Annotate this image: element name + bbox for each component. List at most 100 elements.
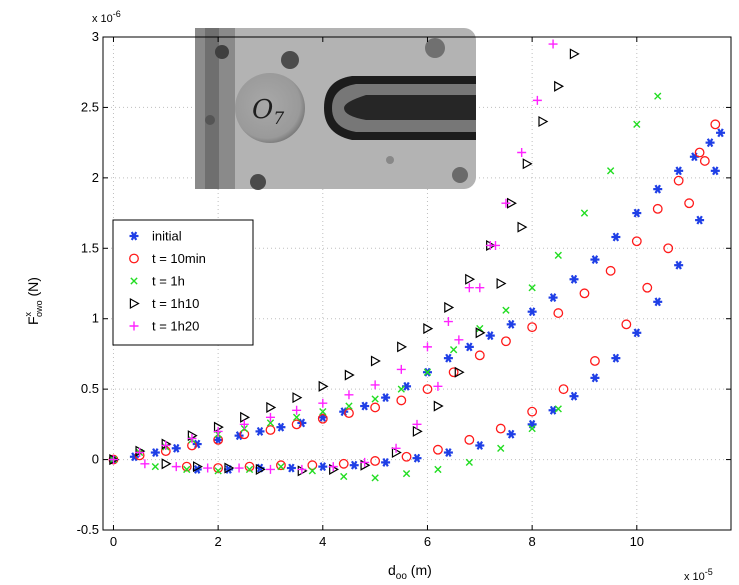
data-point <box>129 231 139 241</box>
data-point <box>214 467 222 475</box>
data-point <box>632 208 642 218</box>
data-point <box>434 465 442 474</box>
data-point <box>391 443 401 453</box>
data-point <box>308 467 316 475</box>
data-point <box>291 419 302 430</box>
data-point <box>538 115 549 128</box>
data-point <box>266 401 277 413</box>
data-point <box>449 346 458 354</box>
data-point <box>475 441 485 450</box>
data-point <box>548 39 558 49</box>
data-point <box>554 251 562 259</box>
data-point <box>349 460 359 470</box>
data-point <box>474 350 485 361</box>
data-point <box>181 461 192 472</box>
y-axis-label: Fxowo (N) <box>23 277 44 325</box>
series-t-10min <box>108 119 721 473</box>
data-point <box>193 461 203 473</box>
ticks <box>103 36 731 531</box>
x-tick-label: 10 <box>630 534 644 549</box>
data-point <box>277 462 285 471</box>
data-point <box>292 413 301 421</box>
legend-label: initial <box>152 229 182 244</box>
series-initial <box>108 128 726 474</box>
data-point <box>448 367 459 378</box>
data-point <box>396 364 406 374</box>
data-point <box>569 48 580 60</box>
data-point <box>476 324 484 333</box>
data-point <box>580 209 589 217</box>
data-point <box>491 240 500 250</box>
data-point <box>397 341 408 353</box>
data-point <box>716 128 726 138</box>
data-point <box>631 236 642 247</box>
data-point <box>135 448 145 458</box>
data-point <box>475 327 486 339</box>
legend: initial t = 10min t = 1h t = 1h10 t = 1h20 <box>112 219 254 346</box>
data-point <box>396 395 407 406</box>
data-point <box>501 198 511 208</box>
data-point <box>371 474 379 482</box>
data-point <box>558 384 569 395</box>
legend-label: t = 1h20 <box>152 319 199 334</box>
tick-labels: 0 2 4 6 8 10 -0.5 0 0.5 1 1.5 2 2.5 3 <box>77 29 644 549</box>
data-point <box>317 413 328 424</box>
data-point <box>265 412 275 422</box>
data-point <box>307 460 318 471</box>
data-point <box>528 424 536 433</box>
data-point <box>276 422 286 432</box>
data-point <box>590 255 600 265</box>
data-point <box>318 398 328 408</box>
data-point <box>590 356 600 366</box>
data-point <box>465 458 473 467</box>
data-point <box>370 456 381 466</box>
x-tick-label: 2 <box>215 534 222 549</box>
x-tick-label: 8 <box>529 534 536 549</box>
data-point <box>553 308 564 319</box>
data-point <box>621 319 632 330</box>
data-point <box>502 306 510 314</box>
x-tick-label: 4 <box>319 534 326 549</box>
data-point <box>454 366 465 378</box>
data-point <box>496 277 507 290</box>
data-point <box>213 435 223 445</box>
data-point <box>340 472 348 481</box>
y-tick-label: -0.5 <box>77 522 99 537</box>
inset-photo: O7 <box>195 28 476 190</box>
data-point <box>129 321 139 331</box>
data-point <box>265 425 276 435</box>
data-point <box>360 457 370 467</box>
data-point <box>653 297 663 307</box>
data-point <box>203 463 213 473</box>
data-point <box>276 460 286 471</box>
data-point <box>548 293 558 303</box>
data-point <box>695 215 705 225</box>
data-point <box>255 426 265 436</box>
data-point <box>653 184 663 194</box>
data-point <box>266 419 275 427</box>
x-axis-label: doo (m) <box>388 562 432 582</box>
data-point <box>129 297 140 310</box>
data-point <box>506 429 516 439</box>
data-point <box>579 288 590 299</box>
legend-label: t = 10min <box>152 251 206 266</box>
y-tick-label: 2 <box>92 170 99 185</box>
data-point <box>611 232 621 242</box>
data-point <box>632 328 642 338</box>
data-point <box>422 384 433 395</box>
data-point <box>674 166 684 176</box>
data-point <box>318 462 328 472</box>
data-point <box>554 405 562 413</box>
data-point <box>381 393 391 403</box>
y-tick-label: 0.5 <box>81 381 99 396</box>
data-point <box>161 440 171 450</box>
legend-label: t = 1h10 <box>152 296 199 311</box>
data-point <box>506 319 516 329</box>
data-point <box>224 462 235 474</box>
data-point <box>464 283 474 293</box>
data-point <box>663 243 674 254</box>
data-point <box>710 166 720 176</box>
data-point <box>213 463 224 473</box>
data-point <box>412 453 422 463</box>
data-point <box>694 147 705 158</box>
